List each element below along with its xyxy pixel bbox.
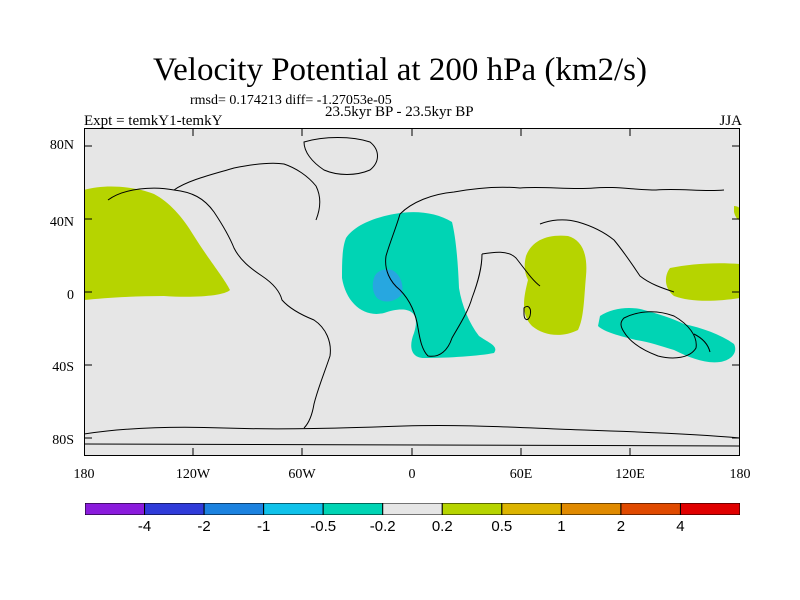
lat-label-80s: 80S — [52, 433, 74, 448]
map-frame — [84, 128, 740, 456]
lon-label-180e: 180 — [729, 467, 751, 482]
colorbar-label: 0.5 — [491, 518, 513, 535]
colorbar-label: 4 — [676, 518, 685, 535]
colorbar-box — [679, 503, 740, 515]
colorbar-box — [560, 503, 622, 515]
region-east-edge-positive — [734, 206, 740, 220]
colorbar — [85, 503, 740, 515]
region-australia-negative — [598, 308, 736, 363]
lat-label-80n: 80N — [49, 138, 74, 153]
lon-label-0: 0 — [408, 467, 416, 482]
colorbar-label: 0.2 — [431, 518, 453, 535]
colorbar-box — [322, 503, 384, 515]
period-text: 23.5kyr BP - 23.5kyr BP — [325, 104, 474, 120]
colorbar-box — [382, 503, 443, 515]
colorbar-box — [263, 503, 324, 515]
chart-title: Velocity Potential at 200 hPa (km2/s) — [152, 52, 648, 88]
region-atlantic-africa-negative — [342, 212, 496, 358]
lon-label-60e: 60E — [509, 467, 533, 482]
region-gulf-of-guinea-negative — [372, 269, 403, 302]
colorbar-label: 2 — [616, 518, 626, 535]
region-west-pacific-positive — [665, 263, 740, 301]
world-map — [84, 128, 740, 456]
experiment-label: Expt = temkY1-temkY — [84, 113, 223, 129]
colorbar-box — [501, 503, 562, 515]
colorbar-label: -0.5 — [310, 518, 337, 535]
region-central-pacific-positive — [84, 186, 230, 300]
colorbar-label: -4 — [137, 518, 152, 535]
colorbar-box — [620, 503, 681, 515]
coastlines — [84, 137, 740, 447]
colorbar-box — [85, 503, 146, 515]
axis-ticks — [84, 128, 740, 456]
colorbar-box — [203, 503, 265, 515]
lat-label-0: 0 — [67, 288, 74, 303]
lon-label-120e: 120E — [615, 467, 645, 482]
lat-label-40n: 40N — [49, 215, 74, 230]
colorbar-label: -0.2 — [369, 518, 396, 535]
region-indian-ocean-positive — [524, 235, 587, 335]
colorbar-label: 1 — [557, 518, 566, 535]
season-label: JJA — [719, 113, 742, 129]
lon-label-60w: 60W — [288, 467, 316, 482]
lat-label-40s: 40S — [52, 360, 74, 375]
colorbar-label: -1 — [256, 518, 271, 535]
lon-label-120w: 120W — [175, 467, 211, 482]
colorbar-box — [441, 503, 503, 515]
lon-label-180w: 180 — [73, 467, 95, 482]
colorbar-box — [144, 503, 205, 515]
stats-text: rmsd= 0.174213 diff= -1.27053e-05 — [190, 93, 392, 108]
colorbar-label: -2 — [197, 518, 211, 535]
